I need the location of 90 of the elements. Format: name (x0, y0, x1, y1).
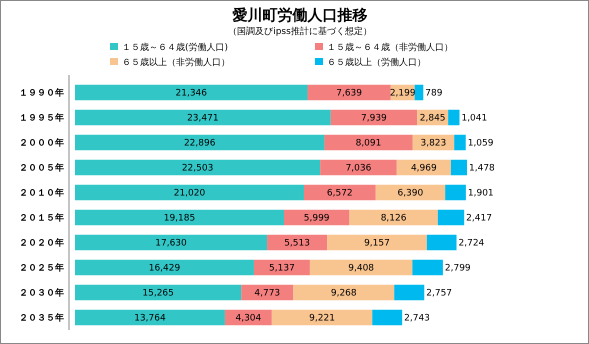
bar (308, 84, 391, 100)
legend-label: １５歳～６４歳（非労働人口） (327, 42, 453, 53)
chart-subtitle: （国調及びipss推計に基づく想定） (228, 26, 372, 37)
data-label: 7,639 (336, 88, 362, 98)
data-label: 17,630 (155, 238, 188, 248)
bar (426, 234, 457, 250)
data-label: 22,503 (182, 164, 214, 174)
data-label: 8,091 (356, 138, 382, 148)
bar (376, 184, 446, 200)
bar (75, 260, 254, 276)
bar (272, 310, 372, 326)
data-label: 9,221 (309, 314, 335, 324)
y-tick-label: １９９０年 (19, 88, 64, 98)
bar (75, 84, 308, 100)
data-label: 2,799 (444, 264, 471, 274)
data-label: 4,969 (410, 164, 437, 174)
bar (330, 110, 418, 126)
data-label: 1,041 (461, 114, 488, 124)
data-label: 13,764 (134, 314, 166, 324)
data-label: 4,304 (235, 314, 262, 324)
chart-title: 愛川町労働人口推移 (232, 6, 368, 24)
bar (304, 184, 376, 200)
bar (450, 160, 467, 176)
data-label: 789 (425, 88, 443, 98)
bar (284, 210, 350, 226)
bar (75, 284, 242, 300)
data-label: 7,036 (346, 164, 372, 174)
bar (414, 84, 424, 100)
y-tick-label: ２０３５年 (19, 312, 64, 324)
bar (412, 260, 443, 276)
data-label: 21,346 (176, 88, 208, 98)
data-label: 15,265 (142, 288, 174, 298)
data-label: 9,268 (330, 288, 357, 298)
data-label: 19,185 (164, 214, 196, 224)
data-label: 2,724 (458, 238, 485, 248)
data-label: 2,743 (404, 314, 430, 324)
data-label: 22,896 (184, 138, 216, 148)
bar (293, 284, 394, 300)
bar (75, 184, 304, 200)
data-label: 5,137 (269, 264, 295, 274)
bar (75, 234, 268, 250)
y-tick-label: ２０１０年 (19, 188, 64, 198)
bar (394, 284, 424, 300)
data-label: 1,059 (468, 138, 494, 148)
y-tick-label: ２０２０年 (19, 238, 64, 248)
bar (254, 260, 310, 276)
bar (372, 310, 402, 326)
data-label: 1,901 (468, 188, 494, 198)
bar (448, 110, 460, 126)
y-tick-label: ２０１５年 (19, 212, 64, 224)
y-tick-label: ２０３０年 (19, 288, 64, 298)
y-tick-label: ２００５年 (19, 162, 64, 174)
bar (75, 210, 284, 226)
data-label: 16,429 (148, 264, 180, 274)
bar (75, 134, 324, 150)
legend-label: ６５歳以上（非労働人口） (122, 57, 230, 68)
bar (310, 260, 412, 276)
bar (320, 160, 397, 176)
legend-label: １５歳～６４歳(労働人口) (122, 42, 228, 53)
bar (75, 110, 331, 126)
y-tick-label: ２０２５年 (19, 262, 64, 274)
data-label: 7,939 (361, 114, 388, 124)
bar (75, 160, 320, 176)
data-label: 9,408 (348, 264, 374, 274)
data-label: 21,020 (174, 188, 206, 198)
bar (267, 234, 328, 250)
data-label: 5,513 (284, 238, 310, 248)
bar (324, 134, 413, 150)
bar (454, 134, 466, 150)
data-label: 4,773 (254, 288, 280, 298)
bar (241, 284, 294, 300)
data-label: 8,126 (380, 214, 407, 224)
data-label: 2,845 (420, 114, 446, 124)
data-label: 6,390 (397, 188, 424, 198)
data-label: 23,471 (187, 114, 219, 124)
y-tick-label: ２０００年 (19, 138, 64, 148)
data-label: 5,999 (304, 214, 330, 224)
legend-label: ６５歳以上（労働人口） (327, 57, 426, 68)
data-label: 6,572 (326, 188, 353, 198)
data-label: 9,157 (364, 238, 390, 248)
bar (349, 210, 438, 226)
data-label: 2,757 (426, 288, 452, 298)
data-label: 3,823 (420, 138, 446, 148)
bar (438, 210, 464, 226)
data-label: 2,417 (466, 214, 492, 224)
y-tick-label: １９９５年 (19, 112, 64, 124)
bar (75, 310, 225, 326)
data-label: 1,478 (469, 164, 496, 174)
bar (445, 184, 466, 200)
bar (327, 234, 427, 250)
